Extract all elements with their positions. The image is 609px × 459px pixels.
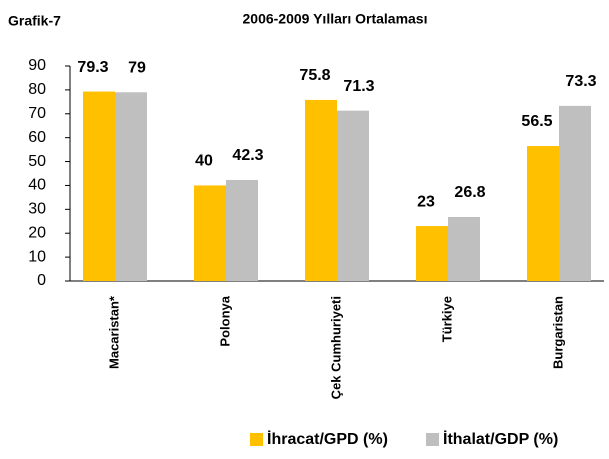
value-label: 73.3 bbox=[565, 73, 596, 90]
y-tick-label: 80 bbox=[28, 81, 46, 98]
y-tick-label: 30 bbox=[28, 201, 46, 218]
value-label: 23 bbox=[417, 193, 435, 210]
legend-label: İhracat/GPD (%) bbox=[267, 430, 388, 448]
chart-label: Grafik-7 bbox=[8, 13, 61, 29]
value-label: 42.3 bbox=[232, 147, 263, 164]
bar bbox=[337, 110, 369, 281]
y-tick-label: 40 bbox=[28, 177, 46, 194]
y-tick-label: 50 bbox=[28, 153, 46, 170]
value-label: 26.8 bbox=[454, 184, 485, 201]
x-tick-label: Çek Cumhuriyeti bbox=[328, 296, 343, 399]
legend-swatch bbox=[426, 433, 439, 446]
bar bbox=[83, 91, 115, 281]
bar bbox=[416, 226, 448, 281]
y-tick-label: 60 bbox=[28, 129, 46, 146]
bar bbox=[559, 105, 591, 282]
bar bbox=[527, 146, 559, 281]
bar bbox=[448, 216, 480, 281]
value-label: 40 bbox=[195, 153, 213, 170]
x-tick-label: Türkiye bbox=[439, 296, 454, 342]
bar bbox=[226, 179, 258, 281]
x-tick-label: Burgaristan bbox=[550, 296, 565, 369]
y-tick-label: 70 bbox=[28, 105, 46, 122]
x-tick-label: Polonya bbox=[217, 295, 232, 346]
value-label: 56.5 bbox=[521, 113, 552, 130]
chart-title: 2006-2009 Yılları Ortalaması bbox=[243, 11, 428, 27]
value-label: 71.3 bbox=[343, 78, 374, 95]
y-tick-label: 0 bbox=[37, 272, 46, 289]
y-tick-label: 90 bbox=[28, 57, 46, 74]
bar bbox=[305, 99, 337, 281]
value-label: 79 bbox=[128, 59, 146, 76]
y-tick-label: 10 bbox=[28, 248, 46, 265]
value-label: 75.8 bbox=[299, 67, 330, 84]
value-label: 79.3 bbox=[77, 59, 108, 76]
legend-swatch bbox=[250, 433, 263, 446]
x-tick-label: Macaristan* bbox=[106, 295, 121, 369]
y-tick-label: 20 bbox=[28, 224, 46, 241]
bar bbox=[194, 185, 226, 281]
bar bbox=[115, 92, 147, 282]
legend-label: İthalat/GDP (%) bbox=[443, 430, 558, 448]
